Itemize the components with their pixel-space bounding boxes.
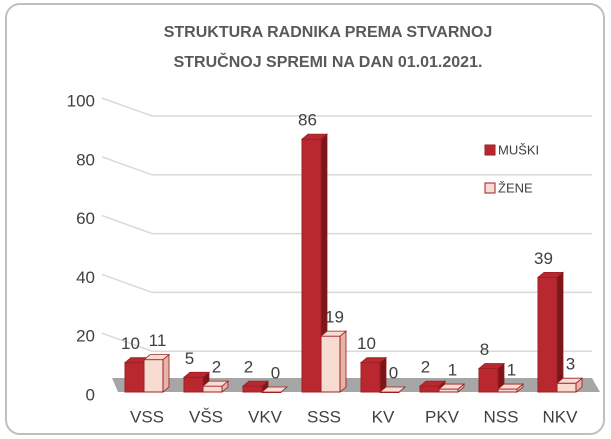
data-label: 86 xyxy=(298,111,317,130)
x-tick-label: VŠS xyxy=(189,407,223,426)
data-label: 1 xyxy=(448,361,457,380)
x-tick-label: VSS xyxy=(130,407,164,426)
bar-top xyxy=(496,383,525,390)
legend-swatch xyxy=(484,144,496,156)
data-label: 3 xyxy=(566,355,575,374)
grid-line xyxy=(101,97,592,117)
floor xyxy=(112,378,600,392)
bar xyxy=(320,335,341,393)
data-label: 0 xyxy=(271,363,280,382)
data-label: 39 xyxy=(534,249,553,268)
data-label: 1 xyxy=(507,361,516,380)
bar-top xyxy=(477,363,506,369)
bar xyxy=(183,376,204,393)
bar-side xyxy=(556,271,564,393)
bar-top xyxy=(241,380,270,387)
bar-top xyxy=(182,371,211,378)
data-label: 19 xyxy=(325,308,344,327)
bar xyxy=(556,382,577,393)
bar xyxy=(301,138,322,393)
y-tick-label: 20 xyxy=(76,327,95,346)
data-label: 10 xyxy=(121,334,140,353)
y-tick-label: 0 xyxy=(86,385,95,404)
bar-top xyxy=(359,357,388,364)
bar xyxy=(419,385,440,393)
bar xyxy=(478,367,499,393)
data-label: 2 xyxy=(421,358,430,377)
bar-top xyxy=(418,380,447,387)
legend-swatch xyxy=(484,182,496,194)
y-tick-label: 80 xyxy=(76,150,95,169)
data-label: 8 xyxy=(480,340,489,359)
bar xyxy=(124,362,145,393)
bar xyxy=(202,385,223,393)
x-tick-label: NKV xyxy=(543,407,579,426)
data-label: 5 xyxy=(185,349,194,368)
chart-title: STRUKTURA RADNIKA PREMA STVARNOJ xyxy=(164,24,493,41)
data-label: 2 xyxy=(212,358,221,377)
chart-title: STRUČNOJ SPREMI NA DAN 01.01.2021. xyxy=(174,52,483,71)
grid-line xyxy=(101,332,592,352)
data-label: 2 xyxy=(244,358,253,377)
data-label: 11 xyxy=(149,331,167,350)
grid-line xyxy=(101,156,592,176)
x-tick-label: NSS xyxy=(484,407,519,426)
legend-label: MUŠKI xyxy=(498,142,539,157)
y-tick-label: 60 xyxy=(76,209,95,228)
bar xyxy=(360,362,381,393)
bar-side xyxy=(339,330,347,393)
bar xyxy=(242,385,263,393)
bar-side xyxy=(162,353,170,393)
x-tick-label: PKV xyxy=(425,407,460,426)
bar xyxy=(537,276,558,393)
bar xyxy=(438,388,459,393)
data-label: 10 xyxy=(357,334,376,353)
y-tick-label: 100 xyxy=(67,91,95,110)
bar-top xyxy=(300,133,329,140)
grid-line xyxy=(101,214,592,235)
x-tick-label: SSS xyxy=(307,407,341,426)
bar-top xyxy=(378,386,407,393)
bar xyxy=(497,388,518,393)
legend-label: ŽENE xyxy=(498,180,533,195)
data-label: 0 xyxy=(389,363,398,382)
y-tick-label: 40 xyxy=(76,268,95,287)
bar-top xyxy=(260,386,289,393)
bar-top xyxy=(437,383,466,390)
grid-line xyxy=(101,273,592,294)
bar-top xyxy=(142,354,171,361)
bar xyxy=(143,359,164,393)
bar-top xyxy=(319,330,348,337)
bar-top xyxy=(536,271,565,278)
x-tick-label: VKV xyxy=(248,407,283,426)
bar-side xyxy=(379,356,387,393)
bar-top xyxy=(201,380,230,387)
bar-top xyxy=(555,377,584,384)
x-tick-label: KV xyxy=(372,407,395,426)
